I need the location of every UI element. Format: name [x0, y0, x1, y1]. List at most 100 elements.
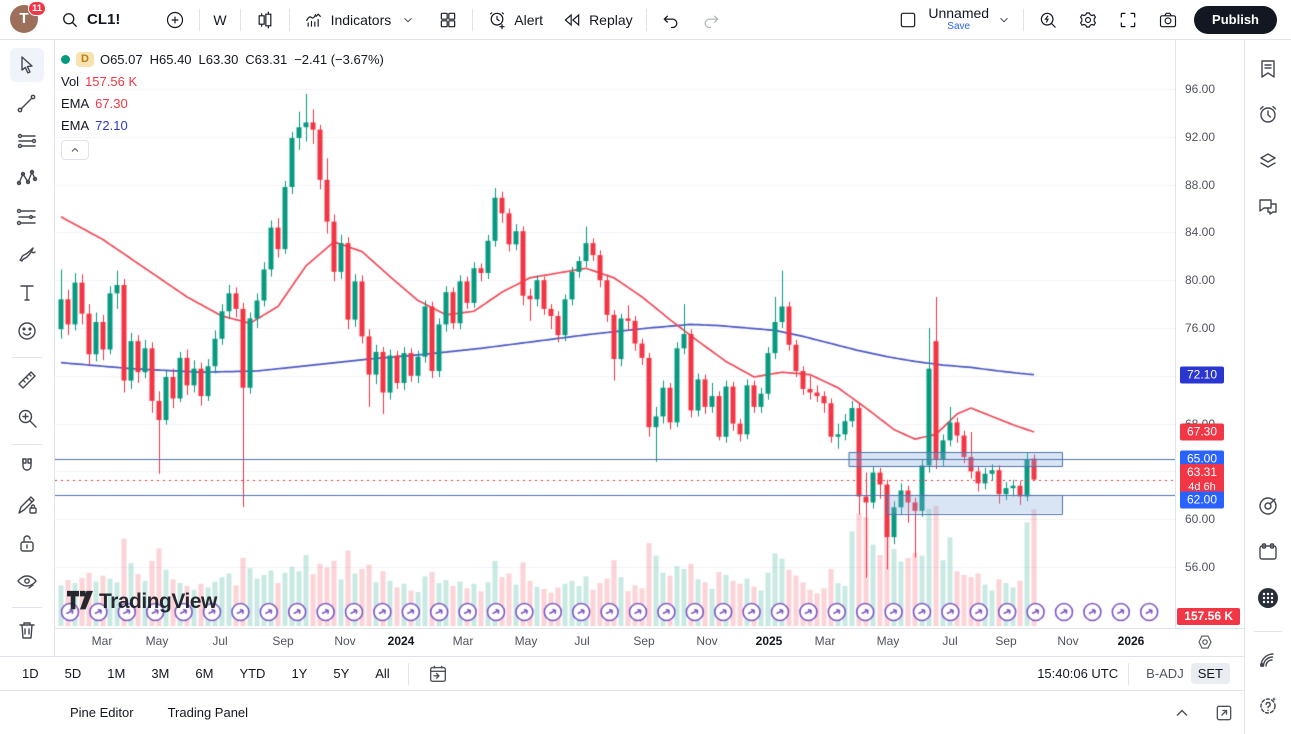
- user-menu-button[interactable]: T 11: [10, 0, 46, 35]
- time-tick-label: May: [876, 634, 900, 648]
- pine-editor-tab[interactable]: Pine Editor: [70, 705, 134, 720]
- price-badge-67.30: 67.30: [1180, 423, 1224, 441]
- sidebar-target-button[interactable]: [1251, 489, 1285, 523]
- chevron-down-icon: [397, 9, 419, 31]
- lock-all-tool-button[interactable]: [10, 526, 44, 560]
- price-chart-canvas[interactable]: [55, 40, 1175, 628]
- undo-button[interactable]: [651, 5, 691, 35]
- sidebar-apps-button[interactable]: [1251, 581, 1285, 615]
- redo-icon: [700, 9, 722, 31]
- save-link[interactable]: Save: [947, 20, 971, 32]
- fullscreen-icon: [1117, 9, 1139, 31]
- maximize-panel-icon[interactable]: [1214, 703, 1234, 723]
- legend-ema-slow-row: EMA 72.10: [61, 114, 384, 136]
- time-tick-label: Sep: [633, 634, 655, 648]
- quick-search-button[interactable]: [1028, 5, 1068, 35]
- add-symbol-button[interactable]: [155, 5, 195, 35]
- range-button-1m[interactable]: 1M: [107, 666, 126, 681]
- range-button-ytd[interactable]: YTD: [239, 666, 266, 681]
- chevron-down-icon: [993, 9, 1015, 31]
- sidebar-alerts-button[interactable]: [1251, 98, 1285, 132]
- hide-drawings-tool-button[interactable]: [10, 564, 44, 598]
- magnet-tool-button[interactable]: [10, 450, 44, 484]
- market-status-dot: [61, 54, 70, 64]
- text-icon: [15, 281, 39, 305]
- range-button-1d[interactable]: 1D: [22, 666, 39, 681]
- timezone-settings-icon[interactable]: [1196, 633, 1214, 651]
- volume-label: Vol: [61, 73, 80, 89]
- toolbar-divider: [199, 8, 201, 31]
- parallel-lines-icon: [15, 129, 39, 153]
- settlement-toggle[interactable]: SET: [1190, 663, 1230, 684]
- chat-icon: [1256, 195, 1280, 219]
- timeframe-button[interactable]: W: [213, 11, 227, 28]
- trading-panel-tab[interactable]: Trading Panel: [167, 705, 249, 720]
- legend-change: −2.41 (−3.67%): [294, 51, 384, 67]
- legend-collapse-button[interactable]: [61, 140, 89, 160]
- panel-expand-chevron-icon[interactable]: [1172, 703, 1192, 723]
- xabcd-pattern-tool-button[interactable]: [10, 162, 44, 196]
- templates-button[interactable]: [428, 5, 468, 35]
- price-tick-label: 92.00: [1185, 129, 1216, 144]
- layout-name-button[interactable]: Unnamed Save: [928, 6, 989, 33]
- toolbar-divider: [645, 8, 647, 31]
- sidebar-calendar-button[interactable]: [1251, 535, 1285, 569]
- publish-button[interactable]: Publish: [1194, 5, 1277, 34]
- brush-tool-button[interactable]: [10, 238, 44, 272]
- back-adjust-toggle[interactable]: B-ADJ: [1146, 666, 1184, 681]
- range-button-1y[interactable]: 1Y: [291, 666, 308, 681]
- settings-button[interactable]: [1068, 5, 1108, 35]
- fib-retracement-tool-button[interactable]: [10, 200, 44, 234]
- price-badge-72.10: 72.10: [1180, 366, 1224, 384]
- sidebar-chat-button[interactable]: [1251, 190, 1285, 224]
- drawing-toolbar: [0, 40, 55, 656]
- plus-circle-icon: [164, 9, 186, 31]
- time-tick-label: Sep: [272, 634, 294, 648]
- emoji-tool-button[interactable]: [10, 314, 44, 348]
- ruler-tool-button[interactable]: [10, 363, 44, 397]
- parallel-lines-tool-button[interactable]: [10, 124, 44, 158]
- cursor-icon: [15, 53, 39, 77]
- alerts-icon: [1256, 103, 1280, 127]
- replay-button[interactable]: Replay: [552, 5, 642, 35]
- range-button-6m[interactable]: 6M: [195, 666, 214, 681]
- layout-menu-chevron[interactable]: [989, 5, 1019, 35]
- sidebar-watchlist-button[interactable]: [1251, 52, 1285, 86]
- remove-drawings-tool-button[interactable]: [10, 613, 44, 647]
- range-button-5d[interactable]: 5D: [64, 666, 82, 681]
- indicators-button[interactable]: Indicators: [294, 5, 429, 35]
- zoom-in-tool-button[interactable]: [10, 401, 44, 435]
- fullscreen-button[interactable]: [1108, 5, 1148, 35]
- sidebar-layers-button[interactable]: [1251, 144, 1285, 178]
- alert-button[interactable]: Alert: [477, 5, 552, 35]
- redo-button[interactable]: [691, 5, 731, 35]
- snapshot-button[interactable]: [1148, 5, 1188, 35]
- range-button-5y[interactable]: 5Y: [333, 666, 350, 681]
- chart-style-button[interactable]: [245, 5, 285, 35]
- volume-badge: 157.56 K: [1177, 608, 1240, 625]
- legend-high: H65.40: [149, 51, 192, 67]
- cursor-tool-button[interactable]: [10, 48, 44, 82]
- price-scale[interactable]: 96.0092.0088.0084.0080.0076.0068.0064.00…: [1175, 40, 1244, 628]
- time-tick-label: Mar: [814, 634, 836, 648]
- toolbar-divider: [472, 8, 474, 31]
- right-sidebar: [1244, 40, 1291, 734]
- drawing-mode-lock-tool-button[interactable]: [10, 488, 44, 522]
- range-button-all[interactable]: All: [375, 666, 390, 681]
- sidebar-broadcast-button[interactable]: [1251, 642, 1285, 676]
- layers-icon: [1256, 149, 1280, 173]
- candlestick-icon: [254, 9, 276, 31]
- sidebar-help-button[interactable]: [1251, 688, 1285, 722]
- toolbar-divider: [12, 444, 42, 445]
- symbol-search-button[interactable]: CL1!: [50, 5, 129, 35]
- layout-select-button[interactable]: [888, 5, 928, 35]
- hide-drawings-icon: [15, 569, 39, 593]
- range-button-3m[interactable]: 3M: [151, 666, 170, 681]
- trend-line-tool-button[interactable]: [10, 86, 44, 120]
- text-tool-button[interactable]: [10, 276, 44, 310]
- toolbar-divider: [1128, 662, 1130, 685]
- time-axis[interactable]: Mar May Jul Sep Nov 2024 Mar May Jul Sep Nov 2025 Ma…: [55, 628, 1244, 656]
- clock-utc[interactable]: 15:40:06 UTC: [1037, 666, 1119, 681]
- go-to-date-icon[interactable]: [427, 663, 449, 685]
